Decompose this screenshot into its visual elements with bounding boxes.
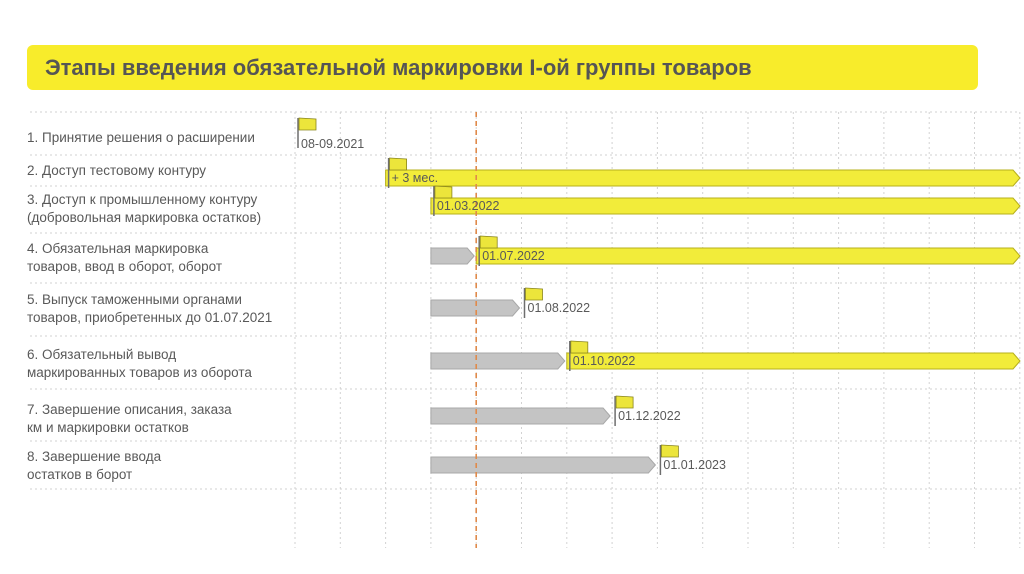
- milestone-flag: [614, 395, 634, 426]
- milestone-date: 01.08.2022: [527, 301, 591, 315]
- gray-bar: [430, 352, 566, 370]
- row-label-line: (добровольная маркировка остатков): [27, 210, 262, 225]
- milestone-flag: [569, 340, 589, 371]
- milestone-date: + 3 мес.: [391, 171, 439, 185]
- row-label: 8. Завершение ввода остатков в борот: [27, 448, 292, 484]
- yellow-bar: [475, 247, 1021, 265]
- yellow-bar: [385, 169, 1021, 187]
- row-label-line: 8. Завершение ввода: [27, 449, 162, 464]
- milestone-date: 01.10.2022: [572, 354, 636, 368]
- gray-bar: [430, 299, 521, 317]
- row-label-line: 7. Завершение описания, заказа: [27, 402, 232, 417]
- gray-bar: [430, 456, 657, 474]
- row-label: 5. Выпуск таможенными органами товаров, п…: [27, 291, 292, 327]
- milestone-date: 01.12.2022: [618, 409, 681, 423]
- row-label: 3. Доступ к промышленному контуру (добров…: [27, 191, 292, 227]
- milestone-flag: [433, 185, 453, 216]
- milestone-flag: [387, 157, 407, 188]
- row-label-line: 2. Доступ тестовому контуру: [27, 163, 207, 178]
- milestone-flag: [297, 117, 317, 148]
- row-label-line: маркированных товаров из оборота: [27, 365, 252, 380]
- row-label: 6. Обязательный вывод маркированных товар…: [27, 346, 292, 382]
- milestone-flag: [478, 235, 498, 266]
- row-label: 1. Принятие решения о расширении: [27, 129, 292, 147]
- row-label-line: остатков в борот: [27, 467, 133, 482]
- row-label-line: товаров, приобретенных до 01.07.2021: [27, 310, 273, 325]
- gray-bar: [430, 247, 475, 265]
- yellow-bar: [430, 197, 1021, 215]
- milestone-date: 01.01.2023: [663, 458, 726, 472]
- chart-title: Этапы введения обязательной маркировки I…: [27, 45, 978, 90]
- row-label-line: 1. Принятие решения о расширении: [27, 130, 255, 145]
- row-label: 4. Обязательная маркировка товаров, ввод …: [27, 240, 292, 276]
- row-label-line: 4. Обязательная маркировка: [27, 241, 209, 256]
- row-label: 7. Завершение описания, заказа км и марки…: [27, 401, 292, 437]
- row-label-line: км и маркировки остатков: [27, 420, 189, 435]
- milestone-date: 08-09.2021: [301, 137, 365, 151]
- milestone-date: 01.03.2022: [436, 199, 500, 213]
- gray-bar: [430, 407, 611, 425]
- milestone-date: 01.07.2022: [482, 249, 545, 263]
- row-label-line: 3. Доступ к промышленному контуру: [27, 192, 258, 207]
- milestone-flag: [523, 287, 543, 318]
- yellow-bar: [566, 352, 1021, 370]
- milestone-flag: [659, 444, 679, 475]
- row-label-line: 6. Обязательный вывод: [27, 347, 177, 362]
- row-label-line: товаров, ввод в оборот, оборот: [27, 259, 223, 274]
- row-label-line: 5. Выпуск таможенными органами: [27, 292, 242, 307]
- row-label: 2. Доступ тестовому контуру: [27, 162, 292, 180]
